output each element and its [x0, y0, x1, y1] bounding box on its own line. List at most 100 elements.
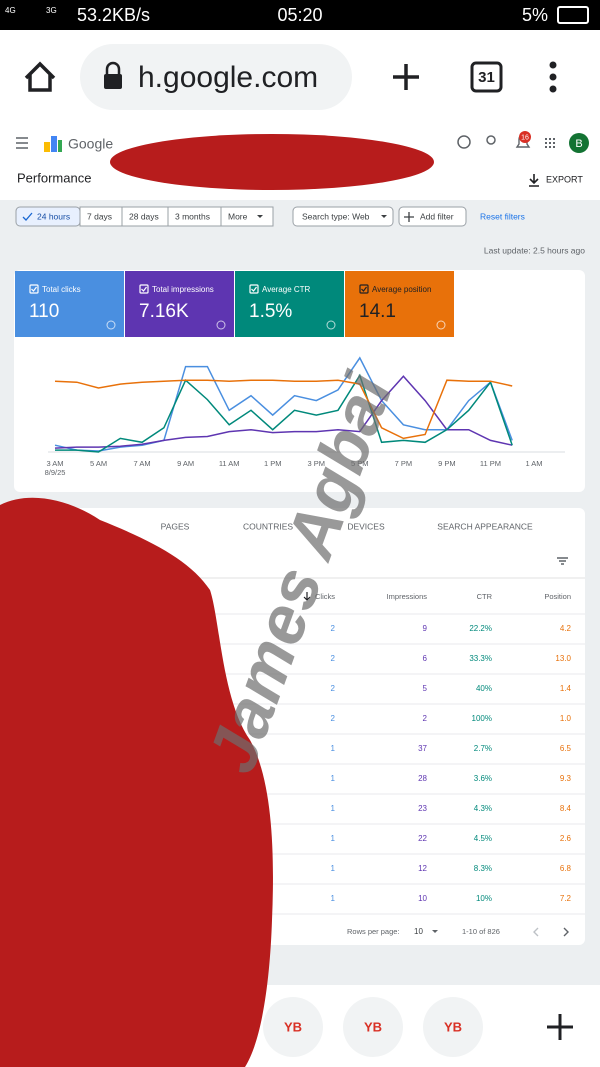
- cell: 6.5: [560, 744, 572, 753]
- network: 4G: [5, 6, 16, 15]
- search-type-chip[interactable]: [292, 206, 394, 227]
- metric-label: Total impressions: [152, 285, 214, 294]
- shortcut[interactable]: [423, 997, 483, 1057]
- tab-count[interactable]: 31: [478, 69, 495, 86]
- tab[interactable]: PAGES: [161, 521, 190, 531]
- metric-card[interactable]: [235, 271, 344, 337]
- tab[interactable]: SEARCH APPEARANCE: [437, 521, 533, 531]
- x-tick-label: 7 AM: [134, 459, 151, 468]
- cell: 2: [331, 624, 336, 633]
- cell: 2: [331, 654, 336, 663]
- notification-count: 16: [521, 134, 529, 141]
- metric-total: 14.1: [359, 301, 396, 322]
- x-tick-label: 9 AM: [177, 459, 194, 468]
- range-label[interactable]: 7 days: [87, 211, 112, 221]
- range-label[interactable]: 3 months: [175, 211, 210, 221]
- metric-label: Average CTR: [262, 285, 311, 294]
- range-chip[interactable]: [220, 206, 274, 227]
- url[interactable]: h.google.com: [138, 61, 318, 94]
- x-tick-label: 11 PM: [480, 459, 501, 468]
- nav-menu[interactable]: [16, 137, 28, 149]
- avatar-initial[interactable]: B: [575, 138, 582, 150]
- battery-level: 5%: [522, 5, 548, 25]
- plus-icon: [404, 212, 414, 222]
- cell: 13.0: [555, 654, 571, 663]
- cell: 28: [418, 774, 427, 783]
- cell: 1: [331, 834, 336, 843]
- shortcut[interactable]: [343, 997, 403, 1057]
- column-header[interactable]: Position: [544, 592, 571, 601]
- cell: 1: [331, 804, 336, 813]
- column-header[interactable]: Impressions: [387, 592, 428, 601]
- lock-icon: [104, 74, 122, 89]
- tab[interactable]: COUNTRIES: [243, 521, 293, 531]
- x-tick-label: 1 PM: [264, 459, 282, 468]
- shortcut-label[interactable]: YB: [444, 1019, 462, 1034]
- checkbox: [29, 284, 39, 294]
- column-header[interactable]: Clicks: [315, 592, 335, 601]
- next-page[interactable]: [563, 927, 569, 937]
- cell: 8.3%: [474, 864, 492, 873]
- cell: 1: [331, 864, 336, 873]
- checkbox: [139, 284, 149, 294]
- sort-arrow: [303, 592, 311, 601]
- range-label[interactable]: 28 days: [129, 211, 159, 221]
- reset-filters[interactable]: Reset filters: [480, 211, 525, 221]
- prev-page[interactable]: [533, 927, 539, 937]
- metric-card[interactable]: [345, 271, 454, 337]
- add-filter[interactable]: Add filter: [420, 211, 454, 221]
- shortcut[interactable]: [263, 997, 323, 1057]
- cell: 100%: [472, 714, 492, 723]
- network2: 3G: [46, 6, 57, 15]
- cell: 2.7%: [474, 744, 492, 753]
- cell: 4.5%: [474, 834, 492, 843]
- export-icon[interactable]: [529, 174, 539, 187]
- avatar[interactable]: [569, 133, 589, 153]
- help-icon[interactable]: [457, 135, 471, 149]
- check-icon: [22, 212, 33, 221]
- cell: 1: [331, 744, 336, 753]
- checkbox: [249, 284, 259, 294]
- checkbox: [359, 284, 369, 294]
- apps-icon[interactable]: [545, 138, 555, 148]
- url-box[interactable]: [80, 44, 352, 110]
- shortcut-label[interactable]: YB: [284, 1019, 302, 1034]
- range-label[interactable]: 24 hours: [37, 211, 70, 221]
- new-tab[interactable]: [393, 64, 419, 90]
- metric-card[interactable]: [15, 271, 124, 337]
- x-tick-label: 5 PM: [351, 459, 369, 468]
- users-icon[interactable]: [486, 135, 496, 145]
- redaction: [0, 497, 273, 1067]
- badge: [519, 131, 531, 143]
- menu-button[interactable]: [549, 61, 557, 93]
- range-label[interactable]: More: [228, 211, 248, 221]
- metric-total: 1.5%: [249, 301, 292, 322]
- dropdown-arrow: [257, 215, 263, 218]
- filter-icon[interactable]: [557, 557, 568, 565]
- tabs-button[interactable]: [470, 61, 503, 93]
- x-tick-label: 9 PM: [438, 459, 456, 468]
- search-type[interactable]: Search type: Web: [302, 211, 370, 221]
- export[interactable]: EXPORT: [546, 174, 583, 184]
- home-button[interactable]: [24, 61, 56, 92]
- check-icon: [361, 286, 367, 292]
- x-date-label: 8/9/25: [45, 468, 66, 477]
- cell: 4.2: [560, 624, 572, 633]
- x-tick-label: 3 PM: [308, 459, 326, 468]
- add-button[interactable]: [547, 1014, 573, 1040]
- cell: 2.6: [560, 834, 572, 843]
- rows-per-page[interactable]: 10: [414, 927, 423, 936]
- tab[interactable]: DEVICES: [347, 521, 385, 531]
- column-header[interactable]: CTR: [477, 592, 493, 601]
- metric-total: 7.16K: [139, 301, 189, 322]
- check-icon: [31, 286, 37, 292]
- add-filter-chip[interactable]: [398, 206, 467, 227]
- x-tick-label: 3 AM: [46, 459, 63, 468]
- x-tick-label: 1 AM: [525, 459, 542, 468]
- last-update: Last update: 2.5 hours ago: [484, 245, 585, 255]
- dropdown-arrow: [381, 215, 387, 218]
- cell: 33.3%: [469, 654, 492, 663]
- metric-card[interactable]: [125, 271, 234, 337]
- shortcut-label[interactable]: YB: [364, 1019, 382, 1034]
- series-line: [54, 375, 513, 449]
